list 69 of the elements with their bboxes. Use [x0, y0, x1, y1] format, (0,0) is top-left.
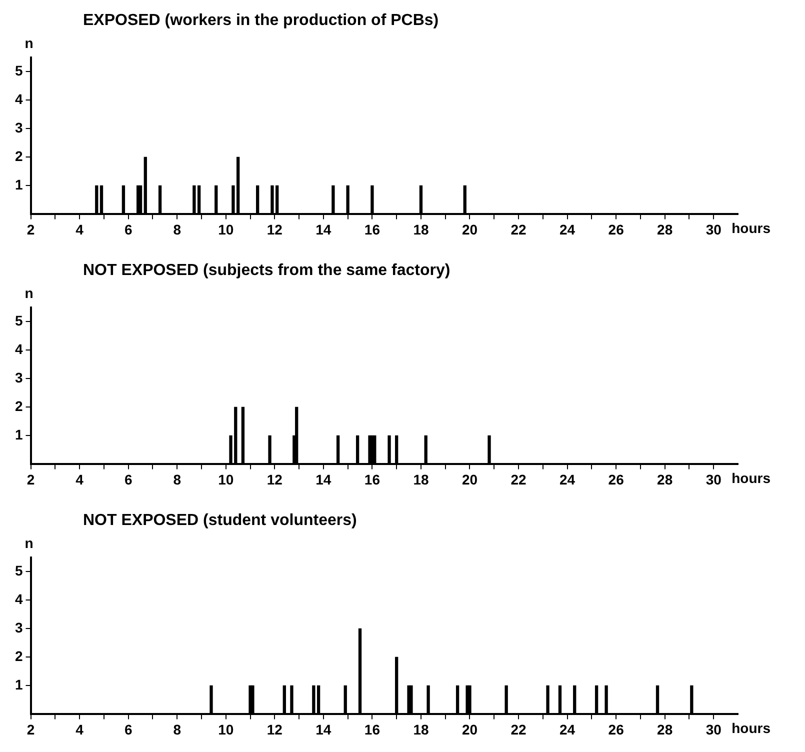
y-axis-title: n — [24, 35, 34, 52]
x-tick-label: 20 — [462, 721, 478, 738]
x-tick-label: 14 — [316, 721, 332, 738]
x-tick-label: 18 — [413, 721, 429, 738]
x-tick-label: 22 — [510, 721, 527, 738]
y-tick-label: 5 — [14, 62, 23, 79]
x-tick-label: 18 — [413, 221, 429, 238]
x-tick-label: 10 — [218, 471, 234, 488]
x-tick-label: 16 — [364, 721, 380, 738]
x-tick-label: 8 — [173, 721, 182, 738]
x-tick-label: 6 — [124, 721, 132, 738]
x-tick-label: 12 — [266, 471, 283, 488]
y-tick-label: 4 — [14, 91, 23, 108]
y-axis-title: n — [24, 535, 34, 552]
y-tick-label: 3 — [14, 370, 23, 386]
x-tick-label: 28 — [657, 721, 673, 738]
x-tick-label: 28 — [657, 221, 673, 238]
chart-title: NOT EXPOSED (student volunteers) — [83, 512, 357, 530]
chart-title: EXPOSED (workers in the production of PCBs) — [83, 12, 439, 30]
x-tick-label: 24 — [560, 721, 576, 738]
x-tick-label: 28 — [657, 471, 673, 488]
x-tick-label: 10 — [218, 221, 234, 238]
y-tick-label: 5 — [14, 562, 23, 579]
x-tick-label: 4 — [76, 221, 84, 238]
y-tick-label: 1 — [14, 426, 23, 443]
x-tick-label: 14 — [316, 221, 332, 238]
x-tick-label: 16 — [364, 471, 380, 488]
y-axis-title: n — [24, 285, 34, 302]
y-tick-label: 2 — [14, 148, 23, 164]
x-tick-label: 30 — [706, 471, 722, 488]
x-tick-label: 30 — [706, 221, 722, 238]
x-tick-label: 24 — [560, 471, 576, 488]
x-tick-label: 26 — [608, 471, 624, 488]
x-tick-label: 20 — [462, 221, 478, 238]
y-tick-label: 5 — [14, 312, 23, 329]
x-tick-label: 10 — [218, 721, 234, 738]
x-tick-label: 12 — [266, 221, 283, 238]
x-tick-label: 12 — [266, 721, 283, 738]
x-tick-label: 24 — [560, 221, 576, 238]
x-tick-label: 30 — [706, 721, 722, 738]
x-tick-label: 26 — [608, 721, 624, 738]
y-tick-label: 3 — [14, 620, 23, 636]
x-tick-label: 2 — [26, 221, 35, 238]
y-tick-label: 2 — [14, 648, 23, 664]
x-tick-label: 4 — [76, 471, 84, 488]
x-tick-label: 8 — [173, 471, 182, 488]
x-tick-label: 14 — [316, 471, 332, 488]
x-tick-label: 6 — [124, 221, 132, 238]
x-tick-label: 8 — [173, 221, 182, 238]
y-tick-label: 4 — [14, 341, 23, 358]
x-tick-label: 26 — [608, 221, 624, 238]
y-tick-label: 1 — [14, 176, 23, 193]
x-tick-label: 22 — [510, 471, 527, 488]
x-tick-label: 22 — [510, 221, 527, 238]
x-tick-label: 20 — [462, 471, 478, 488]
x-tick-label: 18 — [413, 471, 429, 488]
x-tick-label: 2 — [26, 471, 35, 488]
x-tick-label: 6 — [124, 471, 132, 488]
y-tick-label: 1 — [14, 676, 23, 693]
x-axis-title: hours — [732, 220, 770, 236]
y-tick-label: 2 — [14, 398, 23, 414]
y-tick-label: 4 — [14, 591, 23, 608]
y-tick-label: 3 — [14, 120, 23, 136]
x-tick-label: 2 — [26, 721, 35, 738]
chart-title: NOT EXPOSED (subjects from the same factory) — [83, 262, 450, 280]
x-tick-label: 16 — [364, 221, 380, 238]
x-axis-title: hours — [732, 470, 770, 486]
x-tick-label: 4 — [76, 721, 84, 738]
x-axis-title: hours — [732, 720, 770, 736]
